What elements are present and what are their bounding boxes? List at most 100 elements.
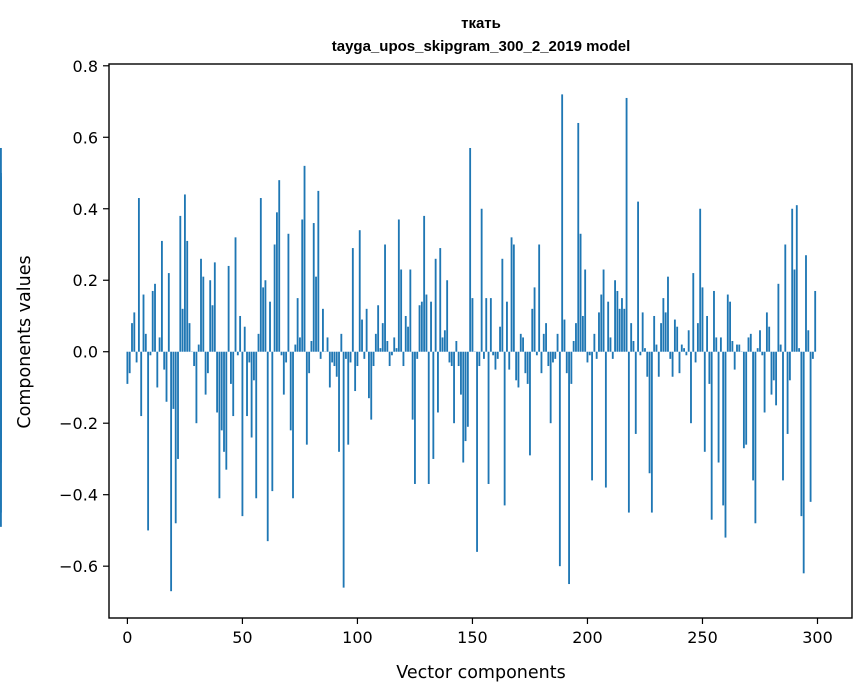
bar-61	[266, 351, 269, 542]
bar-48	[236, 351, 239, 356]
bar-undefined	[0, 323, 2, 352]
bar-99	[354, 351, 357, 392]
bar-240	[678, 351, 681, 374]
bar-298	[811, 351, 814, 359]
bar-83	[317, 190, 320, 352]
y-tick-label: −0.4	[59, 486, 98, 505]
bar-39	[216, 351, 219, 413]
bar-98	[351, 248, 354, 352]
bar-128	[420, 301, 423, 352]
bar-12	[154, 283, 156, 352]
bar-164	[503, 351, 506, 506]
y-tick-label: 0.0	[73, 343, 98, 362]
bar-166	[508, 351, 511, 370]
bar-19	[170, 351, 173, 592]
bar-294	[802, 351, 805, 574]
bar-120	[402, 351, 405, 367]
bar-50	[241, 351, 244, 517]
bar-202	[591, 351, 593, 481]
bar-93	[340, 333, 343, 352]
bar-158	[489, 298, 492, 352]
bar-194	[572, 341, 575, 352]
bar-116	[393, 337, 396, 352]
bar-79	[308, 351, 311, 374]
bar-137	[441, 337, 444, 352]
bar-26	[186, 240, 189, 352]
bar-209	[607, 301, 610, 352]
bar-252	[706, 315, 708, 352]
bar-181	[542, 333, 545, 352]
bar-84	[319, 351, 322, 359]
bar-277	[763, 351, 766, 413]
bar-190	[563, 319, 566, 352]
bar-89	[331, 351, 334, 363]
bar-229	[653, 315, 656, 352]
bar-81	[312, 223, 315, 352]
bar-5	[137, 198, 140, 352]
bar-119	[400, 269, 403, 352]
bar-34	[204, 351, 207, 395]
bar-195	[575, 323, 577, 352]
bar-224	[641, 312, 644, 352]
bar-31	[197, 344, 200, 352]
bar-163	[501, 258, 504, 352]
x-axis-label: Vector components	[396, 663, 565, 683]
bar-161	[496, 351, 499, 359]
bar-269	[745, 351, 748, 445]
bar-234	[664, 312, 667, 352]
bar-263	[731, 341, 734, 352]
bar-30	[195, 351, 198, 424]
bar-undefined	[0, 341, 2, 352]
bar-58	[259, 198, 262, 352]
bar-105	[368, 351, 370, 399]
bar-112	[384, 244, 386, 352]
bar-114	[388, 351, 391, 367]
bar-193	[570, 351, 573, 384]
bar-undefined	[0, 351, 2, 463]
x-tick-label: 50	[232, 628, 252, 647]
bar-106	[370, 351, 373, 420]
bar-11	[151, 290, 154, 352]
bar-180	[540, 351, 543, 374]
bar-107	[372, 351, 375, 367]
bar-243	[685, 351, 688, 356]
bar-173	[524, 351, 527, 374]
bar-69	[285, 351, 288, 363]
bar-259	[722, 351, 725, 506]
bar-272	[752, 351, 755, 481]
bar-88	[328, 351, 331, 388]
bar-40	[218, 351, 221, 499]
bar-85	[322, 308, 324, 352]
bar-285	[782, 351, 784, 481]
bar-3	[133, 312, 136, 352]
bar-41	[220, 351, 223, 431]
bar-237	[671, 351, 674, 377]
bar-162	[499, 326, 501, 352]
bar-126	[416, 351, 419, 359]
bar-175	[529, 351, 531, 456]
bar-131	[427, 351, 430, 484]
bar-135	[437, 351, 439, 413]
y-tick-label: −0.2	[59, 414, 98, 433]
bar-292	[798, 348, 801, 352]
bar-228	[650, 351, 653, 513]
bar-143	[455, 341, 458, 352]
bar-211	[611, 351, 614, 359]
bar-293	[800, 351, 803, 517]
bar-174	[526, 351, 529, 384]
bar-140	[448, 351, 451, 363]
bar-17	[165, 351, 168, 402]
bar-54	[250, 351, 253, 438]
bar-27	[188, 323, 191, 352]
bar-65	[276, 212, 278, 352]
bar-67	[280, 351, 283, 356]
bar-222	[637, 201, 639, 352]
bar-207	[602, 269, 605, 352]
bar-236	[669, 351, 672, 359]
bar-123	[409, 269, 412, 352]
bar-284	[779, 344, 782, 352]
bar-266	[738, 344, 741, 352]
bar-245	[690, 351, 692, 424]
bar-219	[630, 323, 633, 352]
y-tick-label: −0.6	[59, 557, 98, 576]
